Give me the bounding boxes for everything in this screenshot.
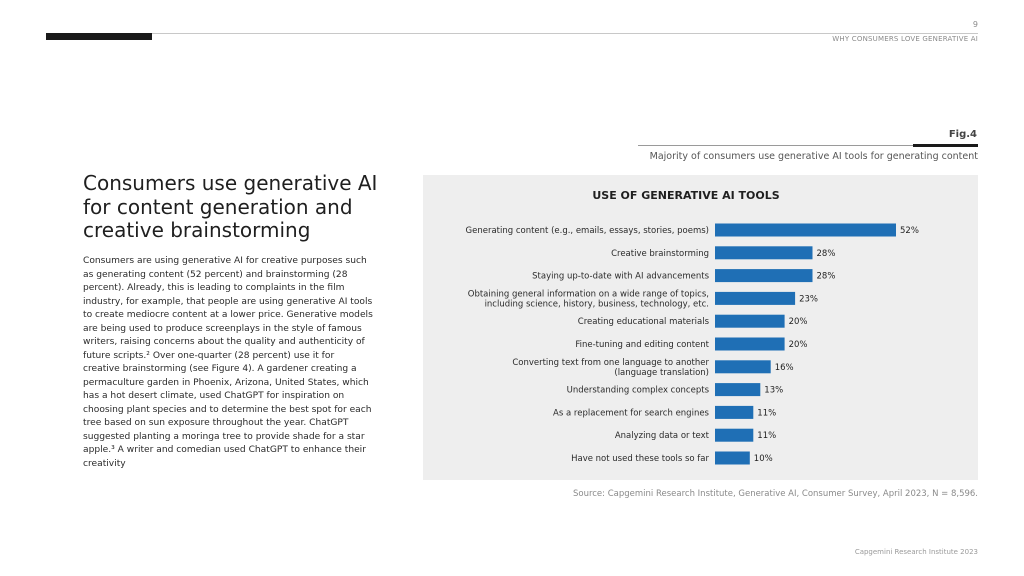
data-label: 20%: [789, 340, 808, 350]
data-label: 20%: [789, 317, 808, 327]
chart-panel: USE OF GENERATIVE AI TOOLS 52% Generating…: [423, 175, 978, 480]
category-label: Obtaining general information on a wide …: [468, 289, 709, 309]
category-label-line: Generating content (e.g., emails, essays…: [466, 226, 709, 236]
category-label: Have not used these tools so far: [571, 454, 709, 464]
page-number: 9: [972, 20, 978, 29]
data-label: 28%: [817, 272, 836, 282]
category-label-line: Obtaining general information on a wide …: [468, 289, 709, 299]
bar: [715, 360, 771, 374]
category-label: Staying up-to-date with AI advancements: [532, 272, 709, 282]
category-label: Generating content (e.g., emails, essays…: [466, 226, 709, 236]
figure-source: Source: Capgemini Research Institute, Ge…: [572, 489, 978, 499]
category-label: Fine-tuning and editing content: [575, 340, 709, 350]
data-label: 10%: [754, 454, 773, 464]
category-label-line: Converting text from one language to ano…: [512, 358, 709, 368]
figure-caption: Majority of consumers use generative AI …: [649, 151, 978, 162]
top-divider: [46, 33, 978, 34]
category-label-line: Understanding complex concepts: [567, 386, 710, 396]
category-label: Analyzing data or text: [615, 431, 710, 441]
data-label: 16%: [775, 363, 794, 373]
category-label-line: (language translation): [614, 368, 709, 378]
data-label: 52%: [900, 226, 919, 236]
bar: [715, 405, 754, 419]
category-label: Converting text from one language to ano…: [512, 358, 709, 378]
footer-text: Capgemini Research Institute 2023: [854, 548, 978, 556]
data-label: 11%: [757, 431, 776, 441]
category-label-line: Staying up-to-date with AI advancements: [532, 272, 709, 282]
bar: [715, 314, 785, 328]
figure-divider-accent: [913, 144, 978, 147]
bar: [715, 428, 754, 442]
data-label: 13%: [764, 386, 783, 396]
bar: [715, 223, 896, 237]
category-label: As a replacement for search engines: [553, 408, 710, 418]
section-title: WHY CONSUMERS LOVE GENERATIVE AI: [832, 35, 978, 43]
bar: [715, 383, 761, 397]
article-headline: Consumers use generative AI for content …: [83, 171, 378, 242]
bar: [715, 451, 750, 465]
bar: [715, 246, 813, 260]
category-label: Creating educational materials: [578, 317, 710, 327]
figure-divider: [638, 145, 978, 146]
bar: [715, 291, 796, 305]
category-label-line: As a replacement for search engines: [553, 408, 710, 418]
category-label-line: Have not used these tools so far: [571, 454, 709, 464]
data-label: 23%: [799, 294, 818, 304]
figure-label: Fig.4: [948, 129, 977, 140]
category-label: Understanding complex concepts: [567, 386, 710, 396]
chart-title: USE OF GENERATIVE AI TOOLS: [592, 189, 779, 202]
bar: [715, 269, 813, 283]
category-label: Creative brainstorming: [611, 249, 709, 259]
category-label-line: Analyzing data or text: [615, 431, 710, 441]
data-label: 28%: [817, 249, 836, 259]
top-accent-block: [46, 33, 152, 40]
category-label-line: Fine-tuning and editing content: [575, 340, 709, 350]
category-label-line: including science, history, business, te…: [485, 299, 709, 309]
data-label: 11%: [757, 408, 776, 418]
category-label-line: Creating educational materials: [578, 317, 710, 327]
category-label-line: Creative brainstorming: [611, 249, 709, 259]
bar-chart: USE OF GENERATIVE AI TOOLS 52% Generating…: [466, 189, 919, 465]
bar: [715, 337, 785, 351]
article-body: Consumers are using generative AI for cr…: [83, 256, 373, 469]
